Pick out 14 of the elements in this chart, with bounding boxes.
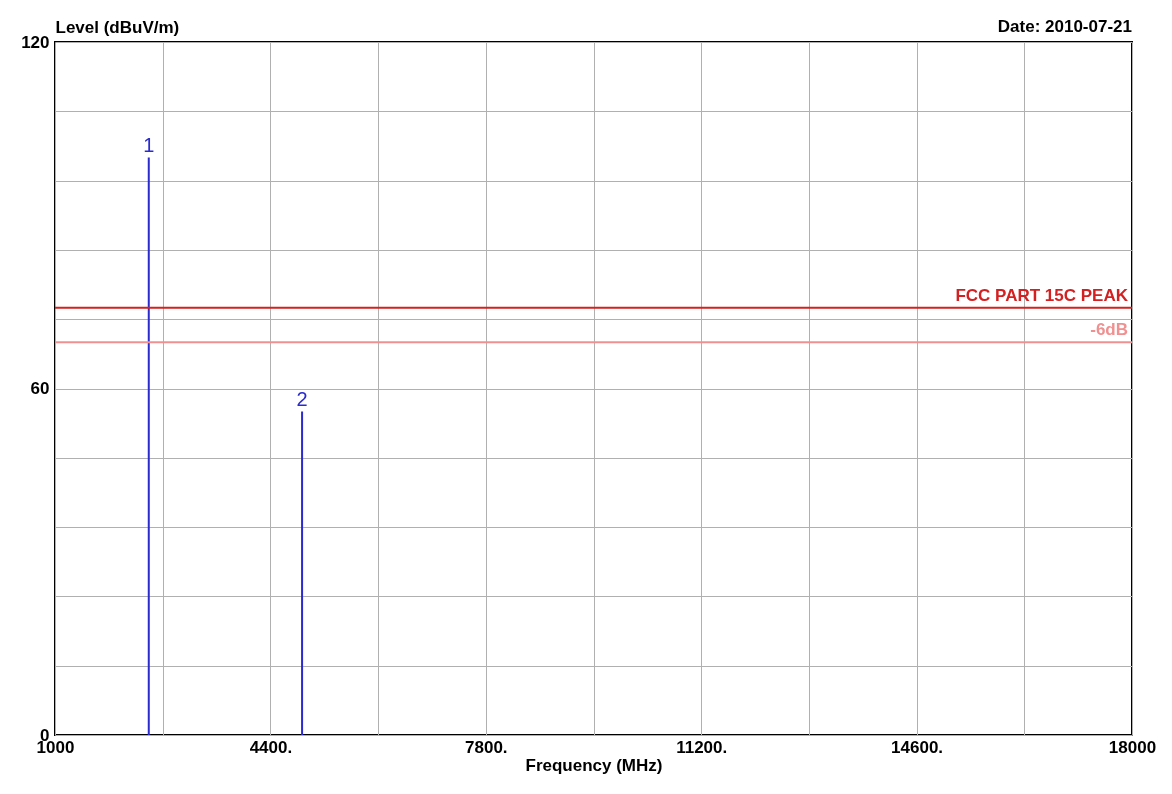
x-tick-label: 14600. xyxy=(891,737,944,757)
annotation: 1 xyxy=(143,133,155,156)
x-tick-label: 4400. xyxy=(249,737,293,757)
y-tick-label: 120 xyxy=(21,32,50,52)
x-tick-label: 7800. xyxy=(465,737,508,757)
text: Date: 2010-07-21 xyxy=(997,17,1132,36)
x-axis-title: Frequency (MHz) xyxy=(525,755,663,775)
y-tick-label: 60 xyxy=(30,379,50,398)
y-axis-title: Level (dBuV/m) xyxy=(55,17,180,37)
x-tick-label: 18000 xyxy=(1108,737,1157,757)
x-tick-label: 11200. xyxy=(676,737,728,757)
ref-line-label: FCC PART 15C PEAK xyxy=(955,285,1129,305)
ref-line-label: -6dB xyxy=(1090,320,1128,340)
annotation: 2 xyxy=(296,387,308,410)
